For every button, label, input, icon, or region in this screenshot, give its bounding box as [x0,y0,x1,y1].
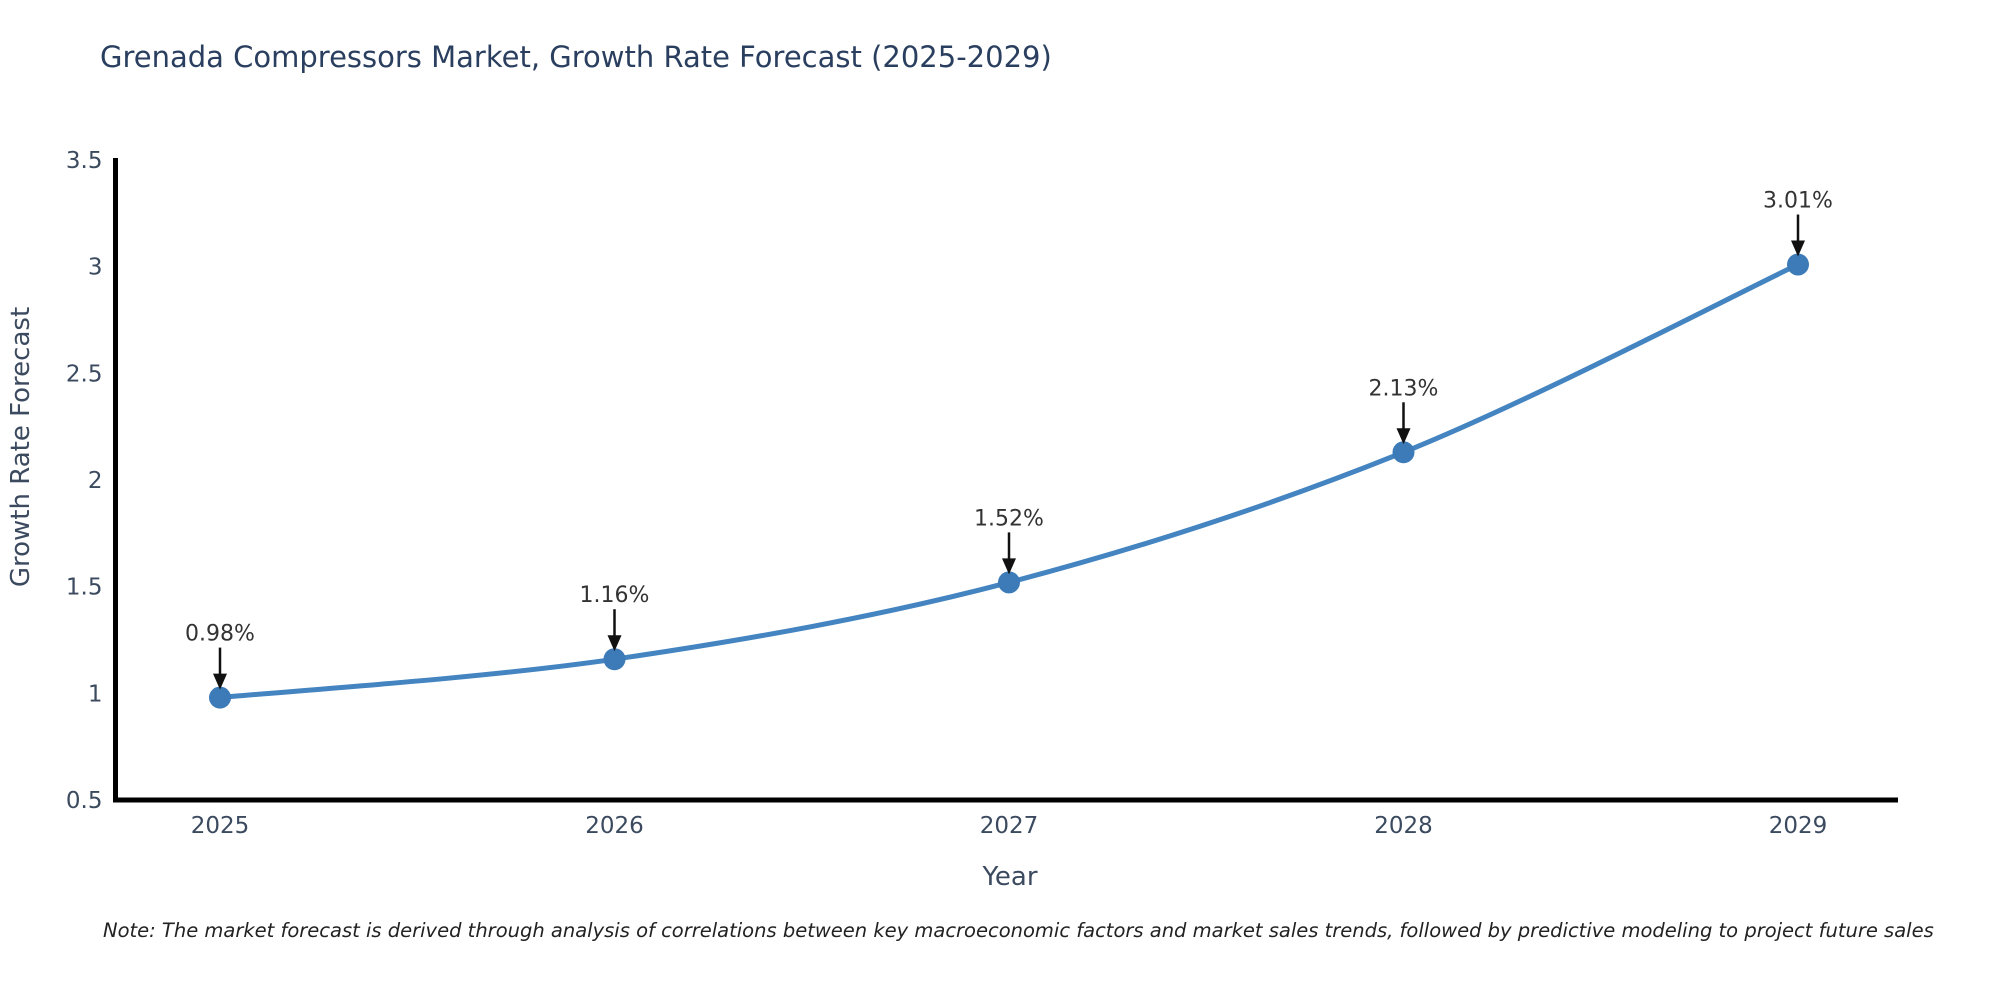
annotation-arrow-head [607,635,622,652]
y-tick-label: 2.5 [66,361,103,387]
x-tick-label: 2029 [1769,813,1828,839]
data-point-label: 2.13% [1369,376,1439,401]
footnote-text: Note: The market forecast is derived thr… [103,919,1934,942]
y-tick-label: 1.5 [66,575,103,601]
data-point-label: 3.01% [1763,189,1833,214]
x-tick-label: 2025 [191,813,250,839]
forecast-line [217,262,1801,701]
data-point-marker [603,648,626,671]
annotation-arrow-head [213,673,227,690]
data-point-marker [1787,253,1809,276]
data-point-label: 1.16% [580,583,650,608]
data-point-label: 0.98% [185,622,255,647]
x-tick-label: 2027 [980,813,1039,839]
data-point-marker [1392,441,1415,464]
y-tick-label: 3 [88,255,103,281]
chart-title: Grenada Compressors Market, Growth Rate … [100,40,1052,74]
data-point-marker [209,686,231,709]
y-tick-label: 1 [88,681,103,707]
annotation-arrow-head [1791,240,1805,257]
data-point-label: 1.52% [974,506,1044,531]
x-axis-title: Year [982,862,1038,892]
y-tick-label: 2 [88,468,103,494]
x-tick-label: 2028 [1374,813,1433,839]
annotation-arrow-head [1002,558,1016,575]
data-point-marker [998,571,1020,594]
y-axis-title: Growth Rate Forecast [6,306,36,588]
y-tick-label: 3.5 [66,148,103,174]
annotation-arrow-head [1396,428,1411,445]
x-tick-label: 2026 [585,813,644,839]
y-tick-label: 0.5 [66,788,103,814]
